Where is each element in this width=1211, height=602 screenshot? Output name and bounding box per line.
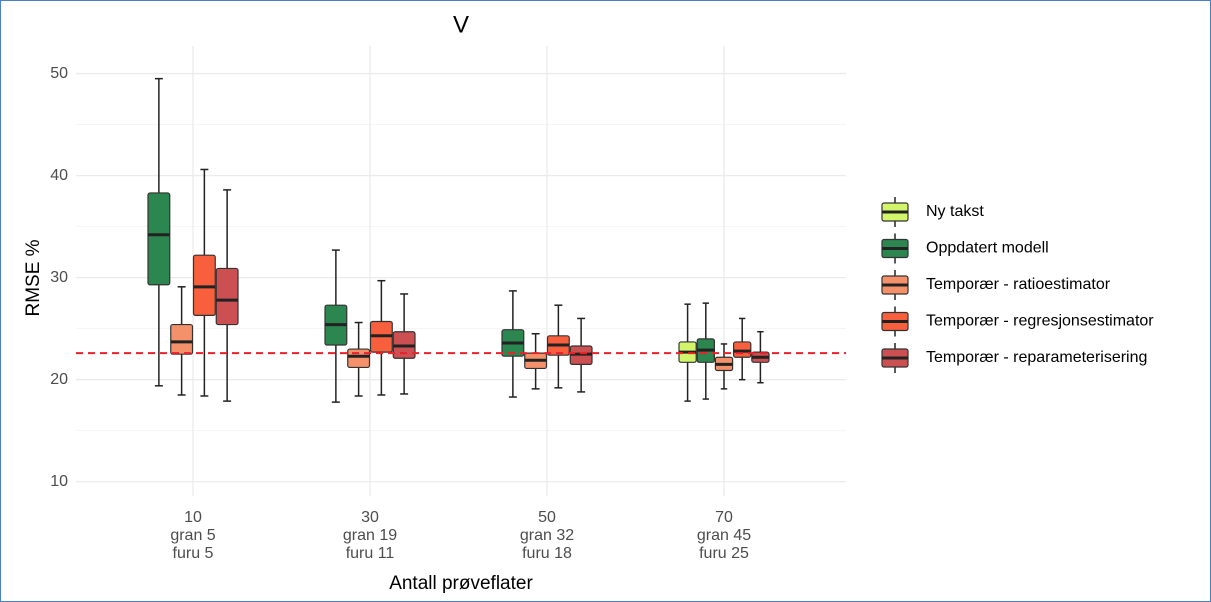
box-body [170, 323, 194, 355]
x-tick-label: 10 [184, 509, 202, 526]
box [696, 302, 716, 400]
box-body [147, 192, 171, 286]
box-body [215, 267, 239, 326]
box [170, 286, 194, 396]
x-tick-label: gran 19 [343, 527, 397, 544]
chart-title: V [453, 11, 469, 38]
box-body [347, 348, 371, 369]
legend-label: Oppdatert modell [926, 240, 1049, 257]
box [714, 343, 734, 390]
legend-label: Ny takst [926, 203, 984, 220]
legend-label: Temporær - reparameterisering [926, 349, 1147, 366]
y-tick-label: 10 [50, 473, 68, 490]
x-tick-label: furu 11 [346, 545, 395, 562]
box [192, 168, 216, 397]
y-axis-label: RMSE % [23, 239, 44, 316]
box [524, 333, 548, 390]
box [751, 330, 770, 384]
x-tick-label: furu 18 [522, 545, 572, 562]
x-tick-label: gran 32 [520, 527, 574, 544]
y-tick-label: 20 [50, 371, 68, 388]
legend-label: Temporær - ratioestimator [926, 276, 1111, 293]
x-tick-label: furu 25 [699, 545, 749, 562]
box-body [732, 341, 752, 358]
box-body [192, 254, 216, 316]
x-tick-label: 30 [361, 509, 379, 526]
y-tick-label: 50 [50, 65, 68, 82]
x-tick-label: 50 [538, 509, 556, 526]
box [546, 304, 570, 389]
box [678, 303, 697, 402]
box [501, 290, 525, 398]
legend-label: Temporær - regresjonsestimator [926, 313, 1154, 330]
x-tick-label: 70 [715, 509, 733, 526]
x-axis-label: Antall prøveflater [389, 573, 533, 594]
box [732, 317, 752, 381]
box [569, 317, 593, 393]
box [392, 293, 416, 395]
box [147, 77, 171, 387]
x-tick-label: gran 5 [170, 527, 215, 544]
box [369, 279, 393, 396]
y-tick-label: 30 [50, 269, 68, 286]
x-tick-label: gran 45 [697, 527, 751, 544]
box [324, 249, 348, 403]
y-tick-label: 40 [50, 167, 68, 184]
x-tick-label: furu 5 [173, 545, 214, 562]
box [215, 189, 239, 402]
box [347, 321, 371, 397]
